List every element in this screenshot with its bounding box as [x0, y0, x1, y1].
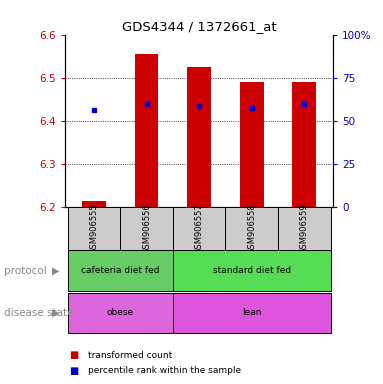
Text: percentile rank within the sample: percentile rank within the sample — [88, 366, 241, 375]
Bar — [240, 82, 264, 207]
Bar — [120, 207, 173, 250]
Text: protocol: protocol — [4, 266, 47, 276]
Text: GSM906556: GSM906556 — [142, 203, 151, 254]
Text: GSM906555: GSM906555 — [90, 203, 98, 254]
Bar — [173, 293, 331, 333]
Text: disease state: disease state — [4, 308, 73, 318]
Text: ■: ■ — [69, 350, 78, 360]
Bar — [173, 207, 226, 250]
Text: lean: lean — [242, 308, 262, 318]
Bar — [187, 67, 211, 207]
Text: standard diet fed: standard diet fed — [213, 266, 291, 275]
Bar — [135, 54, 159, 207]
Bar — [173, 250, 331, 291]
Text: ■: ■ — [69, 366, 78, 376]
Bar — [82, 201, 106, 207]
Text: cafeteria diet fed: cafeteria diet fed — [81, 266, 160, 275]
Bar — [226, 207, 278, 250]
Bar — [278, 207, 331, 250]
Text: GSM906557: GSM906557 — [195, 203, 204, 254]
Bar — [293, 82, 316, 207]
Title: GDS4344 / 1372661_at: GDS4344 / 1372661_at — [122, 20, 277, 33]
Text: ▶: ▶ — [52, 308, 59, 318]
Text: ▶: ▶ — [52, 266, 59, 276]
Text: GSM906559: GSM906559 — [300, 203, 309, 254]
Bar — [68, 207, 120, 250]
Bar — [68, 293, 173, 333]
Text: transformed count: transformed count — [88, 351, 172, 360]
Bar — [68, 250, 173, 291]
Text: obese: obese — [107, 308, 134, 318]
Text: GSM906558: GSM906558 — [247, 203, 256, 254]
